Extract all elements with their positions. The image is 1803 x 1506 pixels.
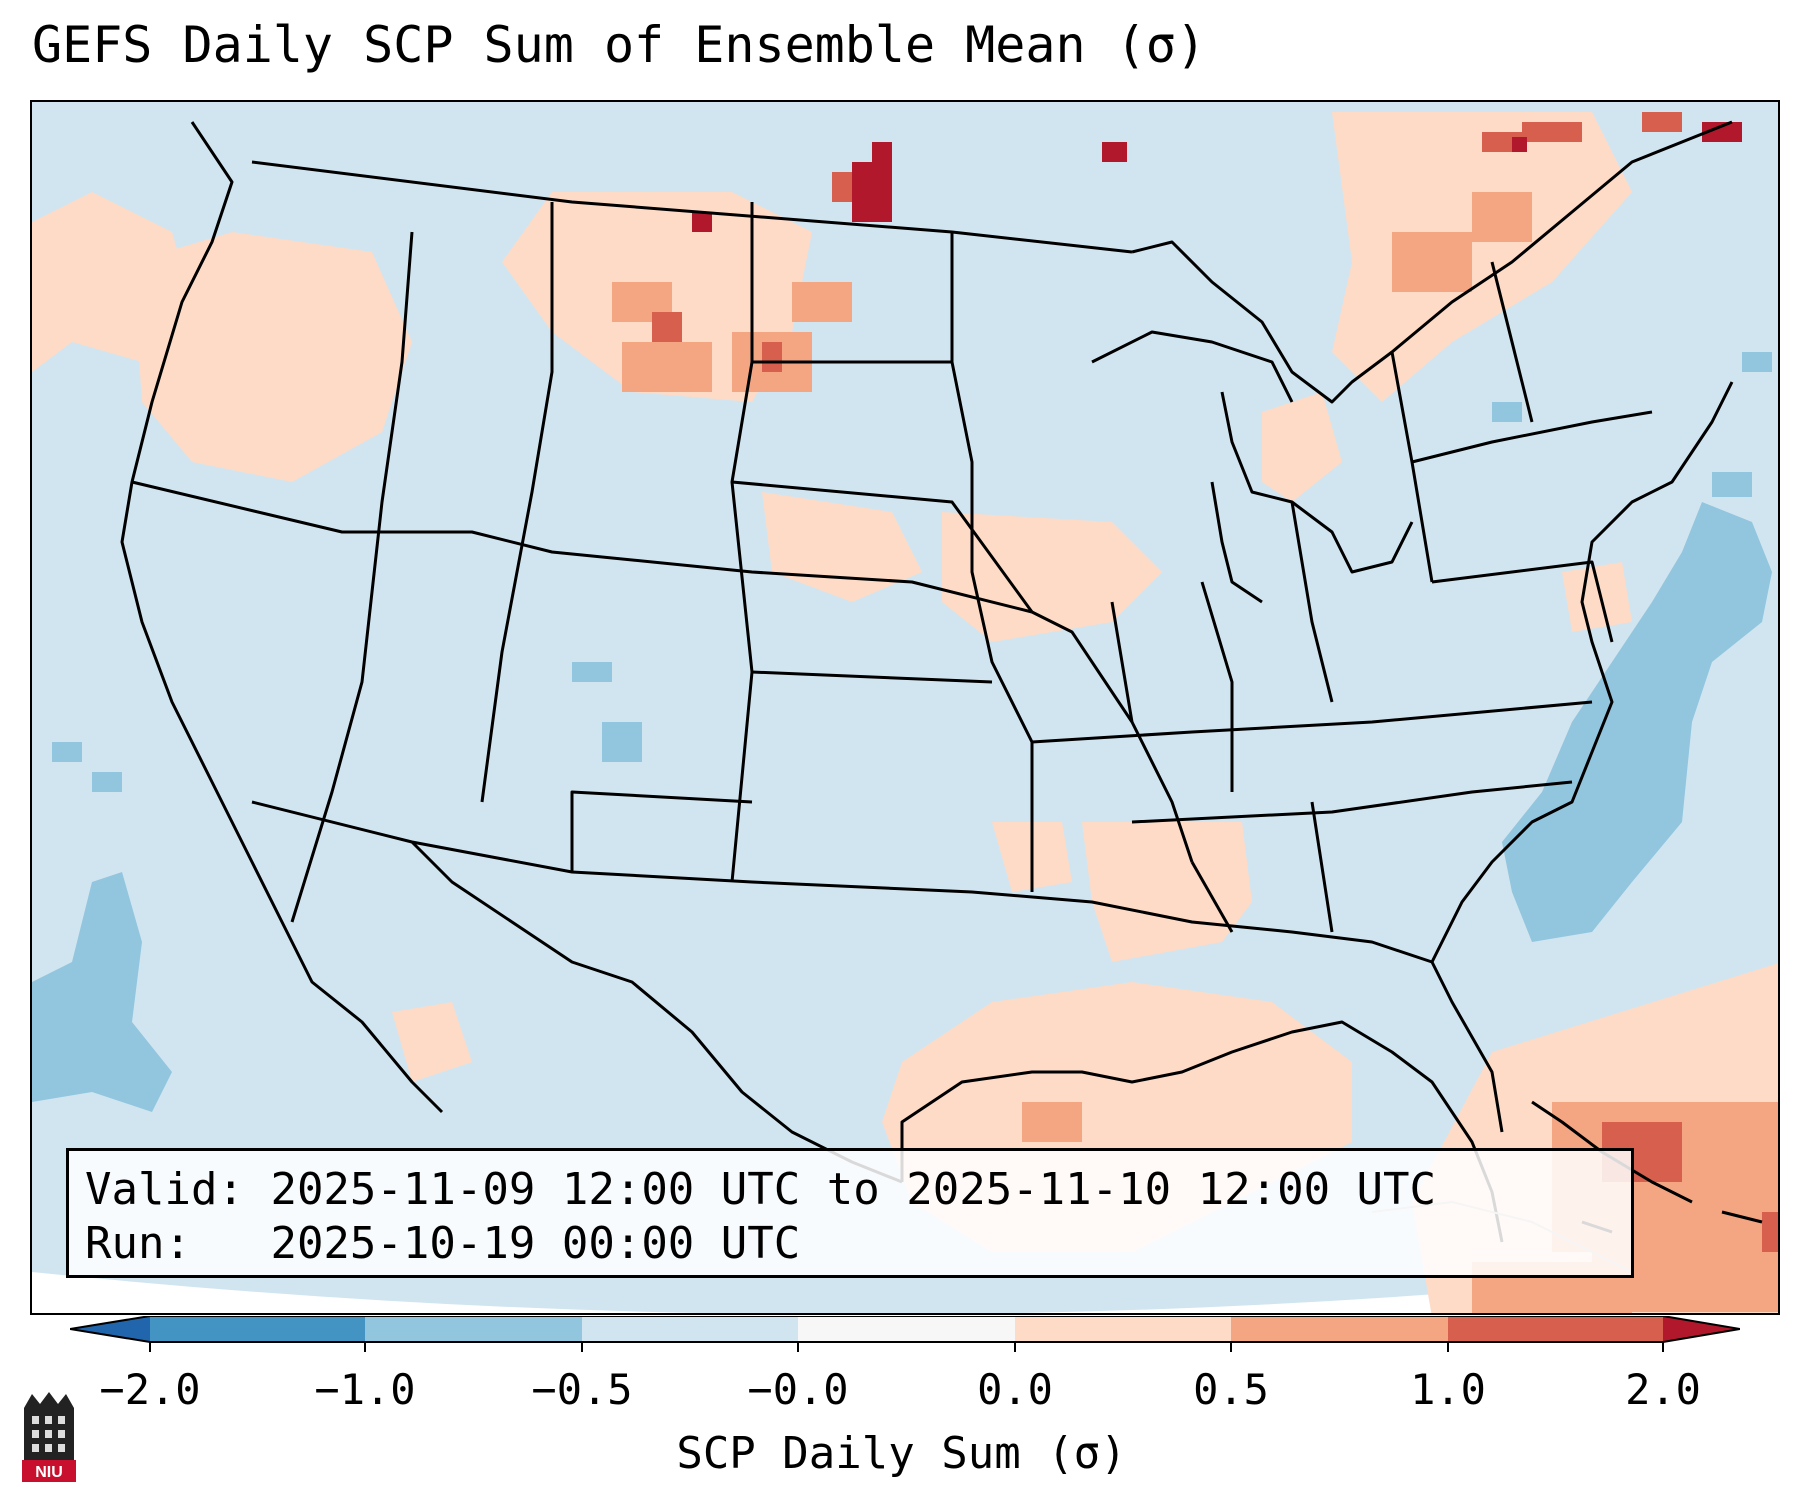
valid-run-legend: Valid: 2025-11-09 12:00 UTC to 2025-11-1… (66, 1148, 1634, 1278)
valid-value: 2025-11-09 12:00 UTC to 2025-11-10 12:00… (270, 1164, 1437, 1215)
colorbar-seg-1-2 (1448, 1316, 1663, 1342)
colorbar-tick-label: 1.0 (1410, 1365, 1486, 1414)
colorbar-extend-min (70, 1316, 150, 1342)
colorbar-tick-label: −1.0 (314, 1365, 416, 1414)
colorbar-ticks (149, 1342, 1664, 1352)
colorbar-tick-label: 0.5 (1193, 1365, 1269, 1414)
colorbar-tick-label: 0.0 (977, 1365, 1053, 1414)
colorbar-tick-label: 2.0 (1625, 1365, 1701, 1414)
map-title: GEFS Daily SCP Sum of Ensemble Mean (σ) (32, 16, 1206, 74)
valid-label: Valid: (85, 1164, 244, 1215)
positive-anomaly-extreme (692, 122, 1742, 232)
colorbar-extend-max (1663, 1316, 1740, 1342)
run-value: 2025-10-19 00:00 UTC (270, 1218, 801, 1269)
niu-logo: NIU (22, 1392, 76, 1482)
colorbar-seg-neg2-neg1 (150, 1316, 365, 1342)
run-label: Run: (85, 1218, 191, 1269)
negative-anomaly (32, 352, 1772, 1112)
colorbar-label: SCP Daily Sum (σ) (676, 1428, 1127, 1479)
colorbar-tick-label: −0.0 (747, 1365, 849, 1414)
colorbar (70, 1316, 1740, 1352)
map-panel (30, 100, 1780, 1315)
map-svg (32, 102, 1778, 1313)
colorbar-seg-neg1-neg05 (365, 1316, 582, 1342)
niu-logo-text: NIU (35, 1464, 63, 1481)
colorbar-seg-neg05-0 (582, 1316, 798, 1342)
colorbar-tick-label: −0.5 (531, 1365, 633, 1414)
colorbar-seg-zero (798, 1316, 1015, 1342)
colorbar-seg-0-05 (1015, 1316, 1231, 1342)
projection-edge (32, 1262, 1778, 1313)
colorbar-seg-05-1 (1231, 1316, 1448, 1342)
colorbar-tick-label: −2.0 (99, 1365, 201, 1414)
boundaries (120, 120, 1763, 1243)
